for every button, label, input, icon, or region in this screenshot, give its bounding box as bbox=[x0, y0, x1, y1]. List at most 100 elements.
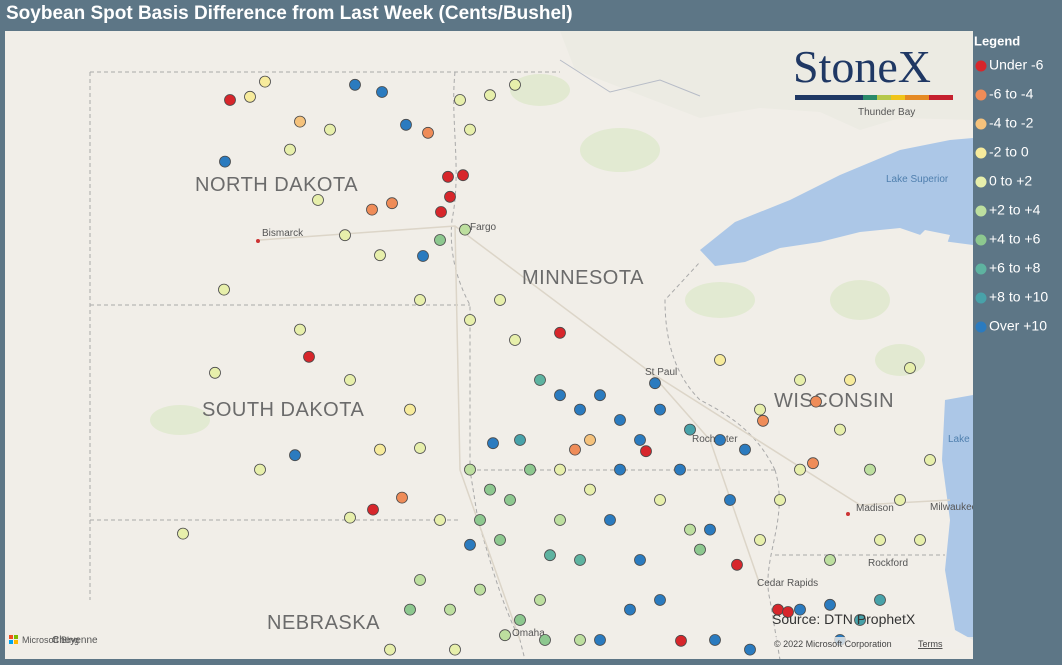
basis-point[interactable] bbox=[376, 86, 388, 98]
legend-label[interactable]: +4 to +6 bbox=[989, 231, 1041, 247]
basis-point[interactable] bbox=[386, 197, 398, 210]
basis-point[interactable] bbox=[757, 414, 769, 427]
legend-swatch[interactable] bbox=[975, 89, 987, 101]
basis-point[interactable] bbox=[864, 463, 876, 476]
basis-point[interactable] bbox=[417, 250, 429, 262]
basis-point[interactable] bbox=[294, 115, 306, 128]
basis-point[interactable] bbox=[367, 503, 379, 516]
basis-point[interactable] bbox=[464, 314, 476, 326]
basis-point[interactable] bbox=[499, 629, 511, 642]
basis-point[interactable] bbox=[574, 634, 586, 646]
basis-point[interactable] bbox=[374, 443, 386, 456]
legend-label[interactable]: +2 to +4 bbox=[989, 202, 1041, 218]
basis-point[interactable] bbox=[534, 374, 546, 386]
basis-point[interactable] bbox=[444, 190, 456, 203]
basis-point[interactable] bbox=[464, 463, 476, 476]
basis-point[interactable] bbox=[349, 78, 361, 91]
terms-link[interactable]: Terms bbox=[918, 639, 943, 649]
basis-point[interactable] bbox=[344, 374, 356, 386]
legend-label[interactable]: +6 to +8 bbox=[989, 260, 1041, 276]
basis-point[interactable] bbox=[574, 554, 586, 566]
basis-point[interactable] bbox=[694, 543, 706, 556]
legend-label[interactable]: Over +10 bbox=[989, 318, 1047, 334]
basis-point[interactable] bbox=[484, 89, 496, 102]
basis-point[interactable] bbox=[464, 538, 476, 551]
basis-point[interactable] bbox=[654, 403, 666, 416]
basis-point[interactable] bbox=[914, 534, 926, 546]
basis-point[interactable] bbox=[177, 527, 189, 540]
basis-point[interactable] bbox=[464, 123, 476, 136]
basis-point[interactable] bbox=[422, 126, 434, 139]
basis-point[interactable] bbox=[744, 643, 756, 656]
basis-point[interactable] bbox=[894, 494, 906, 506]
legend-label[interactable]: -2 to 0 bbox=[989, 144, 1029, 160]
basis-point[interactable] bbox=[534, 594, 546, 606]
basis-point[interactable] bbox=[554, 389, 566, 402]
legend-swatch[interactable] bbox=[975, 118, 987, 130]
legend-swatch[interactable] bbox=[975, 321, 987, 333]
basis-point[interactable] bbox=[509, 78, 521, 91]
basis-point[interactable] bbox=[684, 423, 696, 436]
basis-point[interactable] bbox=[289, 449, 301, 462]
basis-point[interactable] bbox=[457, 169, 469, 182]
basis-point[interactable] bbox=[209, 366, 221, 379]
basis-point[interactable] bbox=[396, 491, 408, 504]
basis-point[interactable] bbox=[731, 558, 743, 571]
basis-point[interactable] bbox=[400, 118, 412, 131]
basis-point[interactable] bbox=[339, 229, 351, 242]
basis-point[interactable] bbox=[554, 326, 566, 339]
basis-point[interactable] bbox=[504, 494, 516, 506]
basis-point[interactable] bbox=[904, 362, 916, 374]
basis-point[interactable] bbox=[714, 354, 726, 366]
basis-point[interactable] bbox=[374, 249, 386, 262]
basis-point[interactable] bbox=[584, 483, 596, 496]
basis-point[interactable] bbox=[594, 634, 606, 646]
basis-point[interactable] bbox=[794, 603, 806, 616]
basis-point[interactable] bbox=[554, 463, 566, 476]
legend-swatch[interactable] bbox=[975, 176, 987, 188]
basis-point[interactable] bbox=[614, 463, 626, 476]
legend-label[interactable]: +8 to +10 bbox=[989, 289, 1048, 305]
basis-point[interactable] bbox=[444, 603, 456, 616]
basis-point[interactable] bbox=[584, 434, 596, 446]
basis-point[interactable] bbox=[454, 94, 466, 106]
basis-point[interactable] bbox=[834, 423, 846, 436]
basis-point[interactable] bbox=[324, 123, 336, 136]
basis-point[interactable] bbox=[640, 445, 652, 458]
basis-point[interactable] bbox=[874, 534, 886, 546]
basis-point[interactable] bbox=[874, 594, 886, 606]
basis-point[interactable] bbox=[675, 634, 687, 647]
basis-point[interactable] bbox=[544, 549, 556, 562]
basis-point[interactable] bbox=[810, 395, 822, 408]
basis-point[interactable] bbox=[494, 534, 506, 546]
basis-point[interactable] bbox=[794, 463, 806, 476]
basis-point[interactable] bbox=[244, 90, 256, 103]
basis-point[interactable] bbox=[614, 414, 626, 426]
basis-point[interactable] bbox=[924, 454, 936, 466]
basis-point[interactable] bbox=[414, 574, 426, 586]
legend-swatch[interactable] bbox=[975, 205, 987, 217]
basis-point[interactable] bbox=[259, 75, 271, 88]
legend-swatch[interactable] bbox=[975, 292, 987, 304]
legend-swatch[interactable] bbox=[975, 263, 987, 275]
basis-point[interactable] bbox=[824, 554, 836, 566]
basis-point[interactable] bbox=[654, 594, 666, 606]
basis-point[interactable] bbox=[709, 634, 721, 646]
basis-point[interactable] bbox=[254, 463, 266, 476]
basis-point[interactable] bbox=[414, 294, 426, 306]
basis-point[interactable] bbox=[654, 494, 666, 506]
legend-label[interactable]: -6 to -4 bbox=[989, 86, 1034, 102]
basis-point[interactable] bbox=[844, 374, 856, 386]
basis-point[interactable] bbox=[384, 643, 396, 656]
basis-point[interactable] bbox=[509, 334, 521, 346]
basis-point[interactable] bbox=[634, 434, 646, 446]
basis-point[interactable] bbox=[739, 443, 751, 456]
basis-point[interactable] bbox=[514, 614, 526, 626]
legend-swatch[interactable] bbox=[975, 147, 987, 159]
basis-point[interactable] bbox=[684, 523, 696, 536]
basis-point[interactable] bbox=[414, 442, 426, 454]
basis-point[interactable] bbox=[494, 294, 506, 306]
basis-point[interactable] bbox=[807, 457, 819, 470]
basis-point[interactable] bbox=[634, 554, 646, 566]
basis-point[interactable] bbox=[714, 434, 726, 446]
